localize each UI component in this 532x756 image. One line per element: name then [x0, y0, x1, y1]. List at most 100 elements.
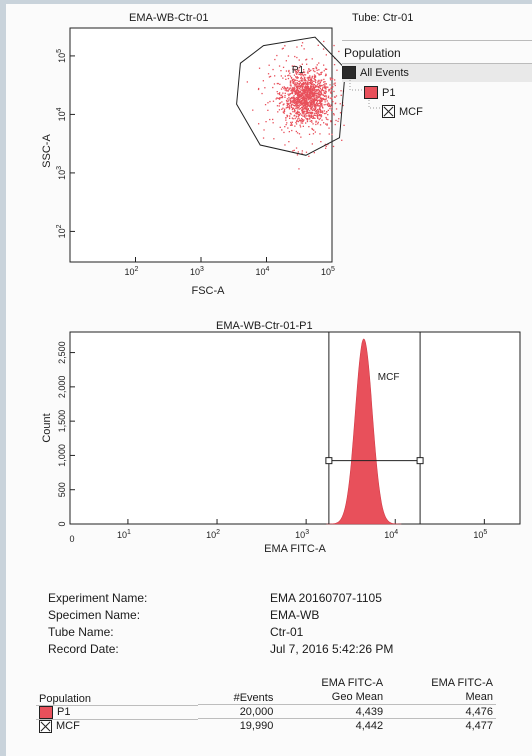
scatter-event-dot: [294, 82, 297, 84]
scatter-event-dot: [291, 65, 293, 67]
scatter-event-dot: [295, 89, 298, 91]
scatter-event-dot: [285, 90, 287, 92]
scatter-event-dot: [325, 88, 327, 90]
scatter-event-dot: [302, 89, 304, 92]
scatter-event-dot: [262, 80, 264, 82]
scatter-event-dot: [330, 104, 332, 106]
scatter-event-dot: [281, 101, 283, 103]
scatter-event-dot: [319, 117, 321, 120]
scatter-event-dot: [295, 105, 297, 107]
hierarchy-item-mcf[interactable]: MCF: [382, 105, 423, 118]
scatter-event-dot: [340, 90, 342, 92]
scatter-event-dot: [306, 102, 308, 104]
scatter-event-dot: [323, 81, 325, 83]
scatter-event-dot: [282, 111, 284, 113]
scatter-event-dot: [288, 99, 290, 101]
scatter-event-dot: [315, 108, 317, 110]
scatter-event-dot: [306, 106, 308, 108]
scatter-event-dot: [317, 99, 319, 101]
scatter-event-dot: [313, 88, 315, 91]
scatter-event-dot: [269, 75, 272, 78]
scatter-event-dot: [323, 92, 325, 94]
scatter-event-dot: [307, 94, 309, 96]
hierarchy-item-all-events[interactable]: All Events: [342, 66, 409, 79]
scatter-event-dot: [258, 67, 261, 69]
header-geo-mean-bottom: Geo Mean: [331, 691, 384, 703]
scatter-event-dot: [297, 108, 299, 110]
scatter-event-dot: [312, 85, 314, 87]
scatter-event-dot: [322, 107, 324, 109]
scatter-event-dot: [325, 96, 327, 98]
scatter-event-dot: [281, 86, 284, 88]
scatter-event-dot: [310, 80, 312, 82]
scatter-event-dot: [307, 80, 309, 82]
scatter-event-dot: [303, 83, 305, 85]
scatter-event-dot: [303, 108, 305, 110]
record-date-value: Jul 7, 2016 5:42:26 PM: [270, 642, 394, 656]
histogram-y-axis: 0 500 1,000 1,500 2,000 2,500: [57, 341, 75, 527]
scatter-plot: 102 103 104 105 102 103 104 105 P1 FSC-A SSC-A: [41, 27, 346, 297]
scatter-event-dot: [294, 98, 297, 100]
scatter-event-dot: [319, 106, 321, 108]
scatter-event-dot: [304, 93, 306, 95]
histogram-x-tick-exponent: 4: [394, 529, 398, 536]
scatter-event-dot: [308, 97, 310, 99]
scatter-event-dot: [301, 152, 303, 154]
scatter-event-dot: [301, 73, 303, 75]
scatter-event-dot: [288, 108, 291, 110]
scatter-event-dot: [301, 90, 303, 92]
scatter-event-dot: [316, 92, 318, 94]
scatter-event-dot: [303, 79, 305, 81]
scatter-event-dot: [292, 104, 295, 106]
scatter-event-dot: [327, 114, 329, 116]
scatter-event-dot: [320, 92, 323, 95]
scatter-event-dot: [322, 84, 325, 86]
scatter-event-dot: [294, 68, 296, 70]
header-geo-mean-top: EMA FITC-A: [321, 677, 384, 689]
scatter-event-dot: [293, 86, 296, 88]
scatter-x-tick-exponent: 4: [266, 266, 270, 273]
scatter-event-dot: [299, 96, 301, 98]
scatter-event-dot: [302, 93, 304, 95]
scatter-event-dot: [294, 70, 296, 72]
scatter-event-dot: [309, 111, 311, 114]
scatter-event-dot: [319, 108, 321, 110]
scatter-event-dot: [307, 84, 309, 86]
scatter-y-axis: 102 103 104 105: [56, 49, 75, 238]
scatter-event-dot: [311, 85, 313, 88]
scatter-event-dot: [324, 95, 326, 97]
scatter-event-dot: [299, 94, 302, 96]
scatter-event-dot: [326, 111, 328, 113]
scatter-gate-label: P1: [292, 65, 305, 76]
scatter-event-dot: [338, 118, 340, 120]
scatter-event-dot: [297, 69, 299, 71]
scatter-event-dot: [292, 118, 294, 120]
scatter-event-dot: [294, 91, 297, 94]
scatter-event-dot: [312, 80, 314, 82]
scatter-event-dot: [290, 113, 292, 115]
scatter-event-dot: [296, 111, 298, 114]
scatter-event-dot: [296, 86, 298, 88]
scatter-event-dot: [305, 105, 307, 107]
scatter-event-dot: [306, 95, 308, 97]
hierarchy-item-p1[interactable]: P1: [364, 86, 395, 99]
scatter-event-dot: [318, 92, 320, 94]
scatter-event-dot: [307, 97, 309, 99]
scatter-event-dot: [296, 94, 299, 97]
scatter-event-dot: [283, 103, 285, 105]
scatter-event-dot: [320, 84, 323, 87]
scatter-event-dot: [295, 96, 297, 99]
mcf-gate-icon: [382, 105, 395, 118]
scatter-event-dot: [311, 104, 313, 107]
scatter-event-dot: [343, 124, 345, 126]
scatter-event-dot: [319, 111, 321, 114]
scatter-event-dot: [316, 102, 318, 104]
scatter-event-dot: [304, 91, 307, 93]
scatter-event-dot: [277, 97, 279, 99]
scatter-event-dot: [311, 127, 313, 130]
scatter-event-dot: [309, 118, 311, 120]
scatter-event-dot: [301, 93, 303, 95]
scatter-event-dot: [311, 143, 313, 145]
scatter-event-dot: [305, 87, 308, 89]
scatter-event-dot: [310, 84, 312, 86]
